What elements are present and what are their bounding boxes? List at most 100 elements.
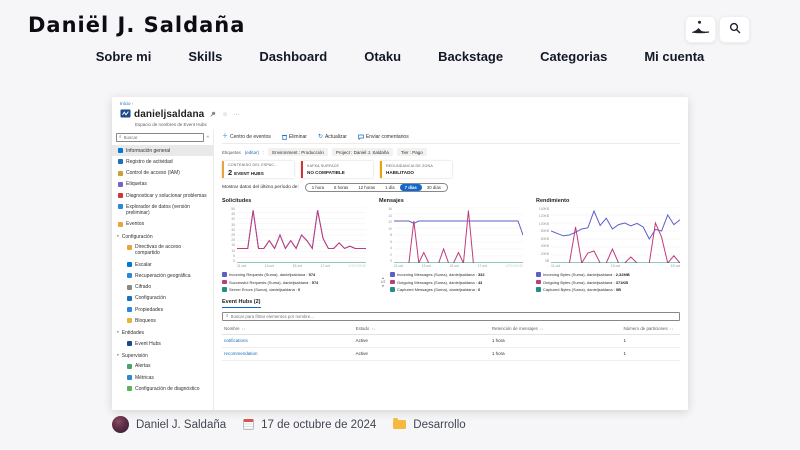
legend-item: Server Errors (Suma), danieljsaldana : 0: [222, 287, 366, 292]
y-tick-label: 5: [233, 254, 235, 258]
legend-swatch: [536, 287, 541, 292]
chevron-down-icon[interactable]: ▼: [382, 285, 385, 288]
table-filter[interactable]: ⌕: [222, 312, 680, 321]
chart-canvas: [394, 207, 523, 263]
legend-label: Incoming Requests (Suma), danieljsaldana…: [229, 272, 315, 277]
sidebar-item-cifrado[interactable]: Cifrado: [112, 282, 213, 293]
y-tick-label: 20KB: [541, 252, 549, 256]
sidebar-section-entidades[interactable]: ▾Entidades: [112, 327, 213, 339]
nav-item-dashboard[interactable]: Dashboard: [259, 49, 327, 64]
column-header-nombre[interactable]: Nombre ↑↓: [224, 326, 356, 331]
y-axis: 50454035302520151050: [222, 207, 235, 263]
event-hubs-tab[interactable]: Event Hubs (2): [222, 299, 261, 308]
time-range-row: Mostrar datos del último período de: 1 h…: [222, 183, 680, 192]
time-pill-1-d-a[interactable]: 1 día: [380, 184, 400, 191]
tag-chip[interactable]: Project : Daniel J. Saldaña: [332, 148, 393, 156]
sidebar-search[interactable]: ⌕: [116, 133, 204, 142]
y-tick-label: 14: [388, 214, 392, 218]
legend-swatch: [222, 280, 227, 285]
sidebar-item-label: Event Hubs: [135, 341, 161, 347]
table-row: recommendationActive1 hora1: [222, 348, 680, 361]
y-tick-label: 30: [231, 228, 235, 232]
post-category[interactable]: Desarrollo: [413, 419, 465, 431]
chart-title: Solicitudes: [222, 198, 366, 204]
sidebar-item-m-tricas[interactable]: Métricas: [112, 372, 213, 383]
tags-edit-link[interactable]: (editar): [245, 150, 259, 155]
nav-item-otaku[interactable]: Otaku: [364, 49, 401, 64]
legend-rows: Incoming Requests (Suma), danieljsaldana…: [222, 272, 366, 292]
site-logo[interactable]: Daniël J. Saldaña: [28, 13, 245, 37]
table-filter-input[interactable]: [231, 314, 676, 319]
table-body: notificationsActive1 hora1recommendation…: [222, 335, 680, 361]
sidebar-item-configuraci-n-de-diagn-stico[interactable]: Configuración de diagnóstico: [112, 383, 213, 394]
time-pill-12-horas[interactable]: 12 horas: [353, 184, 380, 191]
sidebar-item-etiquetas[interactable]: Etiquetas: [112, 179, 213, 190]
sidebar-item-informaci-n-general[interactable]: Información general: [112, 145, 213, 156]
sidebar-item-event-hubs[interactable]: Event Hubs: [112, 338, 213, 349]
sidebar-item-control-de-acceso-iam[interactable]: Control de acceso (IAM): [112, 168, 213, 179]
sidebar-item-bloqueos[interactable]: Bloqueos: [112, 315, 213, 326]
author-name[interactable]: Daniel J. Saldaña: [136, 419, 226, 431]
more-icon[interactable]: ···: [234, 112, 240, 118]
y-tick-label: 0: [233, 259, 235, 263]
nav-item-skills[interactable]: Skills: [188, 49, 222, 64]
column-header-n-mero-de-particiones[interactable]: Número de particiones ↑↓: [624, 326, 678, 331]
alerts-icon: [127, 364, 132, 369]
info-card-text: EVENT HUBS: [234, 171, 264, 176]
sidebar-item-diagnosticar-y-solucionar-problemas[interactable]: Diagnosticar y solucionar problemas: [112, 190, 213, 201]
nav-item-categorias[interactable]: Categorias: [540, 49, 607, 64]
tag-chip[interactable]: Tier : Pago: [397, 148, 427, 156]
sidebar-search-input[interactable]: [124, 135, 202, 140]
header-search-button[interactable]: [719, 16, 750, 43]
sidebar-item-configuraci-n[interactable]: Configuración: [112, 293, 213, 304]
x-tick-label: 11 oct: [394, 264, 403, 268]
tag-chip[interactable]: Environment : Producción: [268, 148, 328, 156]
post-screenshot-card[interactable]: Inicio › danieljsaldana ☆ ··· Espacio de…: [112, 97, 688, 410]
sidebar-item-registro-de-actividad[interactable]: Registro de actividad: [112, 156, 213, 167]
sidebar-item-recuperaci-n-geogr-fica[interactable]: Recuperación geográfica: [112, 270, 213, 281]
toolbar-button-enviar-comentarios[interactable]: Enviar comentarios: [358, 134, 409, 140]
time-pill-6-horas[interactable]: 6 horas: [329, 184, 353, 191]
breadcrumb[interactable]: Inicio ›: [120, 101, 680, 106]
toolbar-button-eliminar[interactable]: Eliminar: [282, 134, 307, 140]
star-icon[interactable]: ☆: [222, 112, 227, 118]
legend-value: 0: [298, 287, 300, 292]
y-tick-label: 140KB: [539, 207, 549, 211]
toolbar-button-centro-de-eventos[interactable]: ＋Centro de eventos: [222, 134, 271, 140]
event-hub-link[interactable]: notifications: [224, 338, 356, 343]
nav-item-mi-cuenta[interactable]: Mi cuenta: [644, 49, 704, 64]
sidebar-item-explorador-de-datos-versi-n-preliminar[interactable]: Explorador de datos (versión preliminar): [112, 201, 213, 219]
event-hubs-section: Event Hubs (2) ⌕ Nombre ↑↓Estado ↑↓Reten…: [222, 299, 680, 361]
y-tick-label: 45: [231, 212, 235, 216]
avatar[interactable]: [112, 416, 129, 433]
nav-item-sobre-mi[interactable]: Sobre mi: [96, 49, 152, 64]
toolbar-button-actualizar[interactable]: ↻Actualizar: [318, 134, 347, 140]
y-tick-label: 8: [390, 233, 392, 237]
time-pill-30-d-as[interactable]: 30 días: [422, 184, 446, 191]
time-pill-7-d-as[interactable]: 7 días: [400, 184, 422, 191]
theme-button[interactable]: [685, 16, 716, 43]
info-card-text: NO COMPATIBLE: [307, 170, 345, 175]
sidebar-item-label: Escalar: [135, 262, 152, 268]
collapse-icon[interactable]: «: [206, 135, 209, 140]
legend-item: Incoming Requests (Suma), danieljsaldana…: [222, 272, 366, 277]
column-header-estado[interactable]: Estado ↑↓: [356, 326, 492, 331]
legend-swatch: [536, 272, 541, 277]
sidebar-item-eventos[interactable]: Eventos: [112, 219, 213, 230]
sidebar-item-propiedades[interactable]: Propiedades: [112, 304, 213, 315]
refresh-icon: ↻: [318, 134, 323, 140]
sidebar-item-alertas[interactable]: Alertas: [112, 361, 213, 372]
info-card-redundancia-de-zona: REDUNDANCIA DE ZONAHABILITADO: [380, 161, 452, 178]
sidebar-item-directivas-de-acceso-compartido[interactable]: Directivas de acceso compartido: [112, 242, 213, 260]
time-pill-1-hora[interactable]: 1 hora: [307, 184, 329, 191]
pin-icon[interactable]: [210, 111, 216, 119]
y-tick-label: 120KB: [539, 214, 549, 218]
x-tick-label: 11 oct: [551, 264, 560, 268]
column-header-retenci-n-de-mensajes[interactable]: Retención de mensajes ↑↓: [492, 326, 624, 331]
sidebar-section-supervisi-n[interactable]: ▾Supervisión: [112, 349, 213, 361]
sidebar-section-configuraci-n[interactable]: ▾Configuración: [112, 230, 213, 242]
sidebar-item-escalar[interactable]: Escalar: [112, 259, 213, 270]
nav-item-backstage[interactable]: Backstage: [438, 49, 503, 64]
event-hub-link[interactable]: recommendation: [224, 351, 356, 356]
info-card-contenido-del-espac: CONTENIDO DEL ESPAC...2EVENT HUBS: [222, 161, 294, 178]
